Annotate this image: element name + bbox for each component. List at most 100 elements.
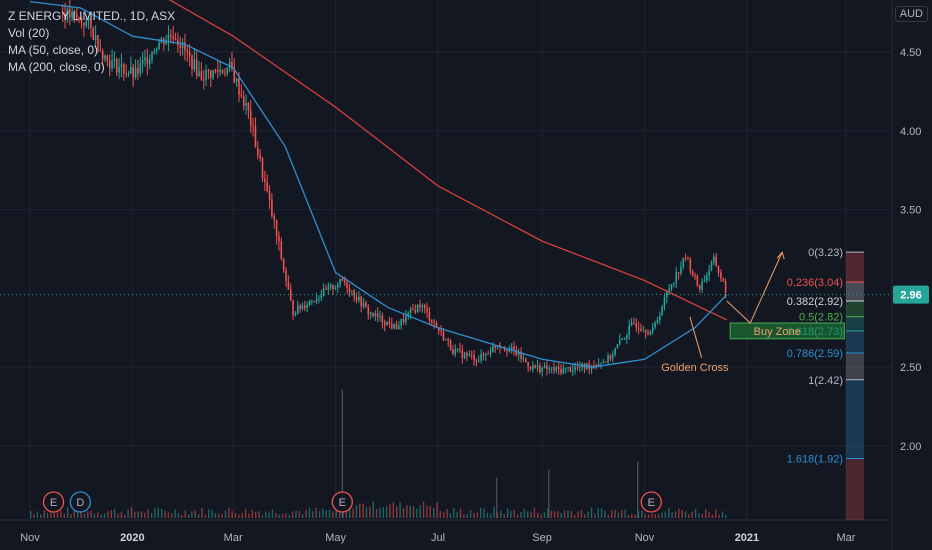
candle [353, 290, 355, 298]
projection-arrowhead [776, 251, 785, 260]
volume-bar [298, 510, 301, 518]
ma50-indicator-label[interactable]: MA (50, close, 0) [8, 43, 99, 57]
volume-bar [359, 503, 361, 518]
volume-bar [540, 514, 542, 518]
volume-bar [725, 514, 727, 518]
candle [205, 69, 207, 81]
volume-bar [187, 514, 190, 518]
candle [123, 64, 125, 74]
candle [689, 259, 692, 272]
volume-bar [117, 513, 119, 518]
ma200-indicator-label[interactable]: MA (200, close, 0) [8, 60, 105, 74]
volume-bar [254, 511, 257, 518]
volume-bar [40, 514, 42, 518]
candle [541, 367, 544, 373]
candle [191, 55, 193, 70]
volume-bar [365, 507, 368, 518]
candle [125, 73, 127, 75]
volume-bar [493, 507, 495, 518]
candle [485, 353, 487, 356]
candle [409, 309, 412, 313]
event-marker-label: D [76, 497, 84, 509]
candle [153, 51, 156, 53]
volume-bar [412, 506, 415, 518]
volume-bar [335, 507, 337, 518]
volume-bar [369, 506, 371, 518]
candle [280, 241, 283, 260]
candle [579, 367, 581, 369]
candle [506, 349, 508, 352]
volume-bar [456, 511, 458, 518]
candle [249, 110, 252, 126]
candle [513, 346, 515, 350]
candle [360, 296, 363, 307]
candle [372, 312, 374, 316]
candle [226, 67, 229, 74]
candle [395, 323, 398, 330]
y-tick-label: 2.00 [900, 441, 921, 453]
volume-bar [436, 502, 438, 518]
candle [456, 348, 459, 350]
volume-bar [385, 506, 388, 518]
candle [501, 347, 504, 349]
candle [489, 352, 492, 354]
candle [543, 365, 546, 368]
candle [438, 327, 440, 331]
candle [374, 313, 377, 316]
volume-bar [634, 514, 636, 518]
candle [101, 50, 104, 60]
volume-bar [46, 512, 49, 518]
volume-bar [285, 513, 287, 518]
candle [219, 70, 221, 73]
volume-bar [661, 512, 663, 518]
symbol-title[interactable]: Z ENERGY LIMITED., 1D, ASX [8, 9, 176, 23]
candle [708, 270, 710, 276]
volume-bar [647, 514, 650, 518]
candle [92, 27, 95, 40]
candle [348, 287, 351, 292]
volume-bar [184, 510, 186, 518]
volume-bar [87, 511, 89, 518]
currency-badge[interactable]: AUD [894, 6, 928, 22]
candle [524, 358, 527, 363]
volume-bar [473, 512, 475, 518]
candle [257, 147, 259, 156]
candle [492, 345, 494, 353]
volume-bar [177, 512, 180, 518]
candle [301, 305, 304, 309]
volume-bar [140, 511, 143, 518]
volume-bar [288, 514, 290, 518]
candle [546, 365, 548, 370]
volume-bar [537, 513, 539, 518]
volume-bar [446, 509, 448, 518]
candle [266, 182, 269, 192]
volume-bar [416, 508, 418, 518]
volume-bar [500, 510, 502, 518]
candle [130, 67, 132, 74]
candle [623, 338, 626, 340]
volume-bar [604, 510, 606, 518]
candle [520, 351, 522, 360]
volume-bar [73, 507, 76, 518]
candle [68, 8, 71, 18]
candle [644, 330, 647, 333]
vol-indicator-label[interactable]: Vol (20) [8, 26, 50, 40]
candle [273, 216, 276, 221]
candle [430, 320, 433, 323]
candle [306, 305, 308, 309]
candle [713, 256, 715, 263]
volume-bar [557, 511, 559, 518]
volume-bar [382, 507, 384, 518]
candle [423, 305, 426, 309]
volume-bar [120, 511, 123, 518]
candle [351, 290, 353, 292]
fib-label-3: 0.5(2.82) [799, 312, 843, 324]
projection-arrow [726, 251, 783, 324]
fib-label-5: 0.786(2.59) [787, 348, 843, 360]
candle [626, 335, 628, 339]
candle [449, 340, 452, 350]
volume-bar [281, 514, 284, 518]
candle [466, 352, 468, 356]
volume-bar [332, 511, 334, 518]
